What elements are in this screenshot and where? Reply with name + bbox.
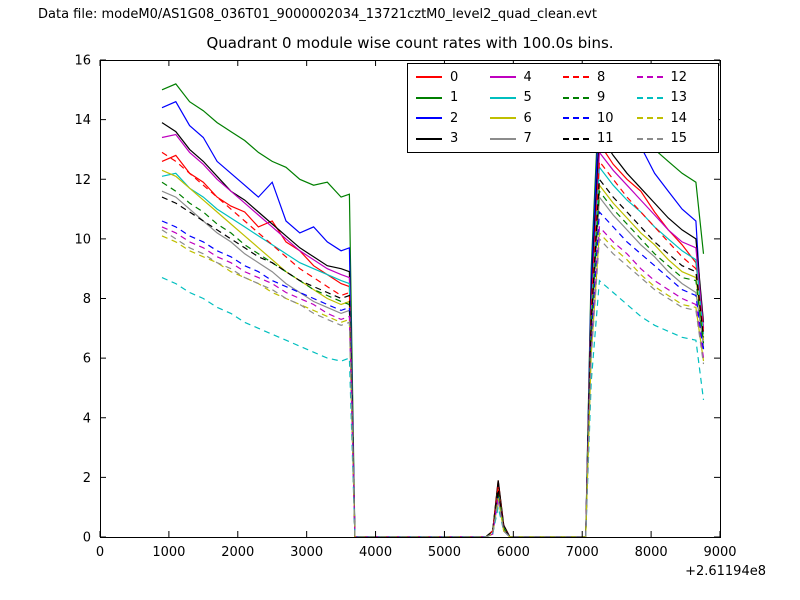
series-line-10: [161, 210, 705, 538]
legend-item-15: 15: [636, 131, 711, 147]
legend-label: 3: [450, 131, 459, 147]
y-tick-label: 0: [83, 531, 91, 546]
legend-label: 8: [597, 69, 606, 85]
datafile-label: Data file: modeM0/AS1G08_036T01_90000020…: [38, 7, 597, 22]
legend-item-1: 1: [416, 91, 490, 104]
legend-item-0: 0: [416, 71, 490, 84]
y-tick-label: 2: [83, 471, 91, 486]
series-line-15: [161, 229, 705, 538]
x-tick-label: 8000: [635, 545, 668, 560]
legend-item-13: 13: [636, 90, 711, 106]
legend-label: 12: [670, 69, 688, 85]
legend-item-2: 2: [416, 112, 490, 125]
series-line-5: [161, 165, 705, 538]
legend-line-sample: [563, 117, 589, 120]
legend-item-7: 7: [489, 131, 564, 147]
legend-item-8: 8: [563, 71, 637, 84]
series-line-7: [161, 190, 705, 538]
y-tick-label: 14: [74, 113, 91, 128]
x-tick-label: 6000: [497, 545, 530, 560]
legend-line-sample: [489, 96, 516, 99]
legend-line-sample: [416, 96, 442, 99]
legend-line-sample: [636, 137, 663, 140]
legend-line-sample: [489, 76, 516, 79]
legend-item-14: 14: [636, 110, 711, 126]
legend-label: 11: [597, 131, 614, 147]
legend-item-10: 10: [563, 112, 637, 125]
legend-label: 13: [670, 90, 688, 106]
legend-item-11: 11: [563, 132, 637, 145]
legend-label: 5: [523, 90, 532, 106]
x-tick-label: 7000: [566, 545, 599, 560]
series-line-11: [161, 177, 705, 538]
y-tick-label: 12: [74, 173, 91, 188]
legend-line-sample: [416, 137, 442, 140]
x-axis: 0 1000 2000 3000 4000 5000 6000 7000 8000 9000: [96, 60, 737, 560]
legend-line-sample: [563, 137, 589, 140]
x-tick-label: 0: [96, 545, 104, 560]
legend-label: 6: [523, 110, 532, 126]
legend-label: 1: [450, 90, 459, 106]
legend-item-12: 12: [636, 69, 711, 85]
legend-line-sample: [636, 96, 663, 99]
y-tick-label: 6: [83, 352, 91, 367]
legend-line-sample: [416, 117, 442, 120]
legend-label: 7: [523, 131, 532, 147]
legend-label: 4: [523, 69, 532, 85]
x-tick-label: 2000: [221, 545, 254, 560]
y-tick-label: 16: [74, 54, 91, 69]
legend-line-sample: [563, 76, 589, 79]
series-line-12: [161, 225, 705, 538]
x-offset-label: +2.61194e8: [685, 564, 766, 579]
legend-label: 10: [597, 110, 614, 126]
y-tick-label: 10: [74, 232, 91, 247]
x-tick-label: 4000: [359, 545, 392, 560]
legend-line-sample: [563, 96, 589, 99]
x-tick-label: 1000: [152, 545, 185, 560]
legend-item-5: 5: [489, 90, 564, 106]
legend-line-sample: [636, 76, 663, 79]
legend-label: 14: [670, 110, 688, 126]
series-line-13: [161, 277, 705, 538]
legend-line-sample: [489, 117, 516, 120]
legend-item-3: 3: [416, 132, 490, 145]
series-line-14: [161, 231, 705, 538]
legend-label: 0: [450, 69, 459, 85]
legend-label: 9: [597, 90, 606, 106]
x-tick-label: 5000: [428, 545, 461, 560]
legend-label: 2: [450, 110, 459, 126]
legend-line-sample: [416, 76, 442, 79]
series-line-3: [161, 122, 705, 538]
y-tick-label: 4: [83, 411, 91, 426]
legend-item-4: 4: [489, 69, 564, 85]
legend-line-sample: [636, 117, 663, 120]
legend-line-sample: [489, 137, 516, 140]
legend-item-9: 9: [563, 91, 637, 104]
x-tick-label: 3000: [290, 545, 323, 560]
series-line-8: [161, 151, 705, 538]
x-tick-label: 9000: [703, 545, 736, 560]
chart-title: Quadrant 0 module wise count rates with …: [206, 34, 614, 52]
legend: 0 1 2 3 4 5 6 7 8 9 10 11 12 13 14 15: [407, 63, 719, 153]
legend-label: 15: [670, 131, 688, 147]
y-tick-label: 8: [83, 292, 91, 307]
legend-item-6: 6: [489, 110, 564, 126]
